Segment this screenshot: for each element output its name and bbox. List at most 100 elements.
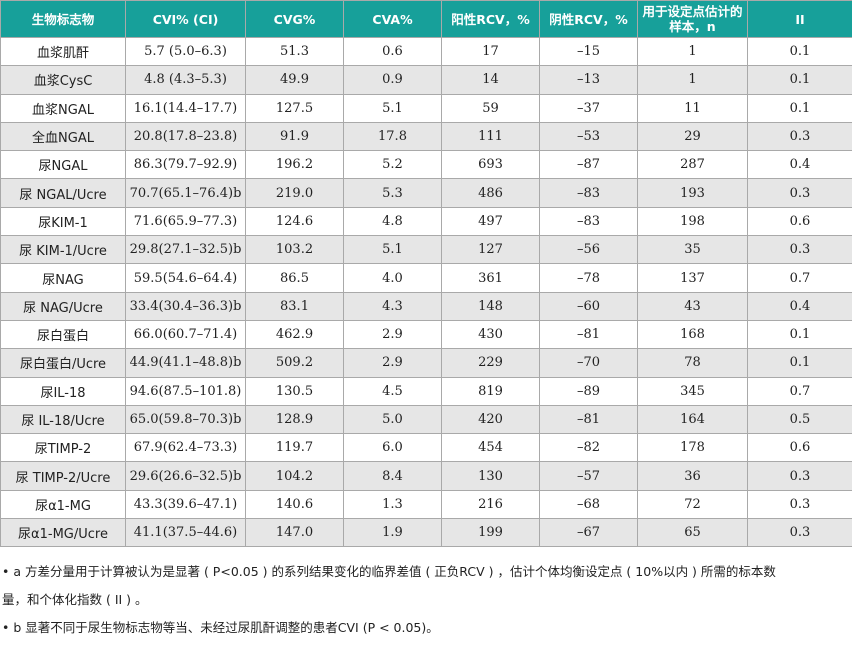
- footnotes: • a 方差分量用于计算被认为是显著 ( P<0.05 ) 的系列结果变化的临界…: [0, 558, 852, 642]
- cell-positive-rcv: 130: [441, 461, 540, 491]
- cell-cvi: 66.0(60.7–71.4): [125, 319, 246, 350]
- table-row: 尿 TIMP-2/Ucre 29.6(26.6–32.5)b 104.2 8.4 130…: [0, 461, 852, 491]
- cell-sample-count: 287: [637, 150, 748, 180]
- cell-biomarker: 血浆肌酐: [0, 36, 126, 67]
- header-cva: CVA%: [343, 0, 442, 38]
- cell-biomarker: 尿 NGAL/Ucre: [0, 178, 126, 208]
- cell-biomarker: 全血NGAL: [0, 121, 126, 152]
- cell-cvi: 5.7 (5.0–6.3): [125, 36, 246, 67]
- table-row: 血浆CysC 4.8 (4.3–5.3) 49.9 0.9 14 –13 1 0.1: [0, 65, 852, 95]
- cell-negative-rcv: –60: [539, 291, 638, 321]
- cell-sample-count: 35: [637, 235, 748, 265]
- cell-ii: 0.6: [747, 433, 852, 463]
- cell-negative-rcv: –83: [539, 206, 638, 237]
- cell-ii: 0.3: [747, 489, 852, 520]
- cell-cva: 4.0: [343, 263, 442, 293]
- cell-positive-rcv: 693: [441, 150, 540, 180]
- cell-cvg: 49.9: [245, 65, 344, 95]
- cell-sample-count: 137: [637, 263, 748, 293]
- cell-positive-rcv: 59: [441, 93, 540, 123]
- cell-negative-rcv: –87: [539, 150, 638, 180]
- cell-cva: 1.9: [343, 518, 442, 548]
- cell-cvg: 91.9: [245, 121, 344, 152]
- footnote-a-line2: 量，和个体化指数 ( II ) 。: [2, 592, 148, 607]
- cell-cvg: 140.6: [245, 489, 344, 520]
- cell-cvg: 103.2: [245, 235, 344, 265]
- cell-ii: 0.1: [747, 65, 852, 95]
- cell-cva: 5.2: [343, 150, 442, 180]
- table-row: 尿 IL-18/Ucre 65.0(59.8–70.3)b 128.9 5.0 420–…: [0, 404, 852, 435]
- table-header-row: 生物标志物 CVI% (CI) CVG% CVA% 阳性RCV，% 阴性RCV，…: [0, 0, 852, 38]
- table-row: 尿 KIM-1/Ucre 29.8(27.1–32.5)b 103.2 5.1 127–…: [0, 235, 852, 265]
- cell-cvi: 41.1(37.5–44.6): [125, 518, 246, 548]
- cell-positive-rcv: 14: [441, 65, 540, 95]
- cell-positive-rcv: 486: [441, 178, 540, 208]
- cell-biomarker: 尿KIM-1: [0, 206, 126, 237]
- cell-negative-rcv: –89: [539, 376, 638, 406]
- cell-biomarker: 尿IL-18: [0, 376, 126, 406]
- cell-cva: 8.4: [343, 461, 442, 491]
- cell-positive-rcv: 454: [441, 433, 540, 463]
- table-row: 全血NGAL 20.8(17.8–23.8) 91.9 17.8 111 –53 29 0.3: [0, 121, 852, 152]
- cell-sample-count: 72: [637, 489, 748, 520]
- cell-sample-count: 11: [637, 93, 748, 123]
- footnote-b: • b 显著不同于尿生物标志物等当、未经过尿肌酐调整的患者CVI (P < 0.…: [2, 620, 439, 635]
- cell-negative-rcv: –83: [539, 178, 638, 208]
- cell-ii: 0.5: [747, 404, 852, 435]
- cell-positive-rcv: 111: [441, 121, 540, 152]
- cell-sample-count: 168: [637, 319, 748, 350]
- cell-negative-rcv: –15: [539, 36, 638, 67]
- cell-biomarker: 尿 NAG/Ucre: [0, 291, 126, 321]
- cell-positive-rcv: 216: [441, 489, 540, 520]
- cell-biomarker: 尿NGAL: [0, 150, 126, 180]
- cell-positive-rcv: 229: [441, 348, 540, 378]
- cell-ii: 0.1: [747, 36, 852, 67]
- table-row: 尿NAG 59.5(54.6–64.4) 86.5 4.0 361 –78 137 0.7: [0, 263, 852, 293]
- cell-ii: 0.7: [747, 376, 852, 406]
- cell-cvg: 219.0: [245, 178, 344, 208]
- cell-cvg: 119.7: [245, 433, 344, 463]
- cell-positive-rcv: 420: [441, 404, 540, 435]
- cell-sample-count: 65: [637, 518, 748, 548]
- cell-cvi: 29.8(27.1–32.5)b: [125, 235, 246, 265]
- header-sample-count: 用于设定点估计的样本，n: [637, 0, 748, 38]
- cell-negative-rcv: –81: [539, 319, 638, 350]
- cell-cvg: 147.0: [245, 518, 344, 548]
- cell-cvi: 29.6(26.6–32.5)b: [125, 461, 246, 491]
- cell-ii: 0.1: [747, 319, 852, 350]
- table-row: 尿NGAL 86.3(79.7–92.9) 196.2 5.2 693 –87 287 0.4: [0, 150, 852, 180]
- cell-cva: 6.0: [343, 433, 442, 463]
- cell-cvg: 196.2: [245, 150, 344, 180]
- cell-cva: 5.0: [343, 404, 442, 435]
- cell-cvg: 130.5: [245, 376, 344, 406]
- cell-cvg: 128.9: [245, 404, 344, 435]
- cell-negative-rcv: –81: [539, 404, 638, 435]
- table-body: 血浆肌酐 5.7 (5.0–6.3) 51.3 0.6 17 –15 1 0.1 血浆CysC 4…: [0, 36, 852, 548]
- cell-biomarker: 尿白蛋白: [0, 319, 126, 350]
- cell-cva: 5.1: [343, 93, 442, 123]
- cell-cvi: 44.9(41.1–48.8)b: [125, 348, 246, 378]
- cell-cvg: 51.3: [245, 36, 344, 67]
- table-row: 尿 NGAL/Ucre 70.7(65.1–76.4)b 219.0 5.3 486 –8…: [0, 178, 852, 208]
- cell-biomarker: 尿 IL-18/Ucre: [0, 404, 126, 435]
- cell-cva: 17.8: [343, 121, 442, 152]
- cell-cvg: 509.2: [245, 348, 344, 378]
- header-positive-rcv: 阳性RCV，%: [441, 0, 540, 38]
- cell-ii: 0.3: [747, 178, 852, 208]
- cell-ii: 0.4: [747, 291, 852, 321]
- cell-positive-rcv: 127: [441, 235, 540, 265]
- cell-positive-rcv: 430: [441, 319, 540, 350]
- cell-cva: 4.5: [343, 376, 442, 406]
- cell-cvg: 83.1: [245, 291, 344, 321]
- cell-sample-count: 193: [637, 178, 748, 208]
- cell-ii: 0.1: [747, 348, 852, 378]
- cell-negative-rcv: –78: [539, 263, 638, 293]
- cell-biomarker: 尿NAG: [0, 263, 126, 293]
- cell-ii: 0.3: [747, 461, 852, 491]
- cell-ii: 0.4: [747, 150, 852, 180]
- table-row: 尿α1-MG 43.3(39.6–47.1) 140.6 1.3 216 –68 72 0.3: [0, 489, 852, 520]
- cell-positive-rcv: 497: [441, 206, 540, 237]
- cell-biomarker: 尿白蛋白/Ucre: [0, 348, 126, 378]
- cell-negative-rcv: –82: [539, 433, 638, 463]
- cell-cva: 5.1: [343, 235, 442, 265]
